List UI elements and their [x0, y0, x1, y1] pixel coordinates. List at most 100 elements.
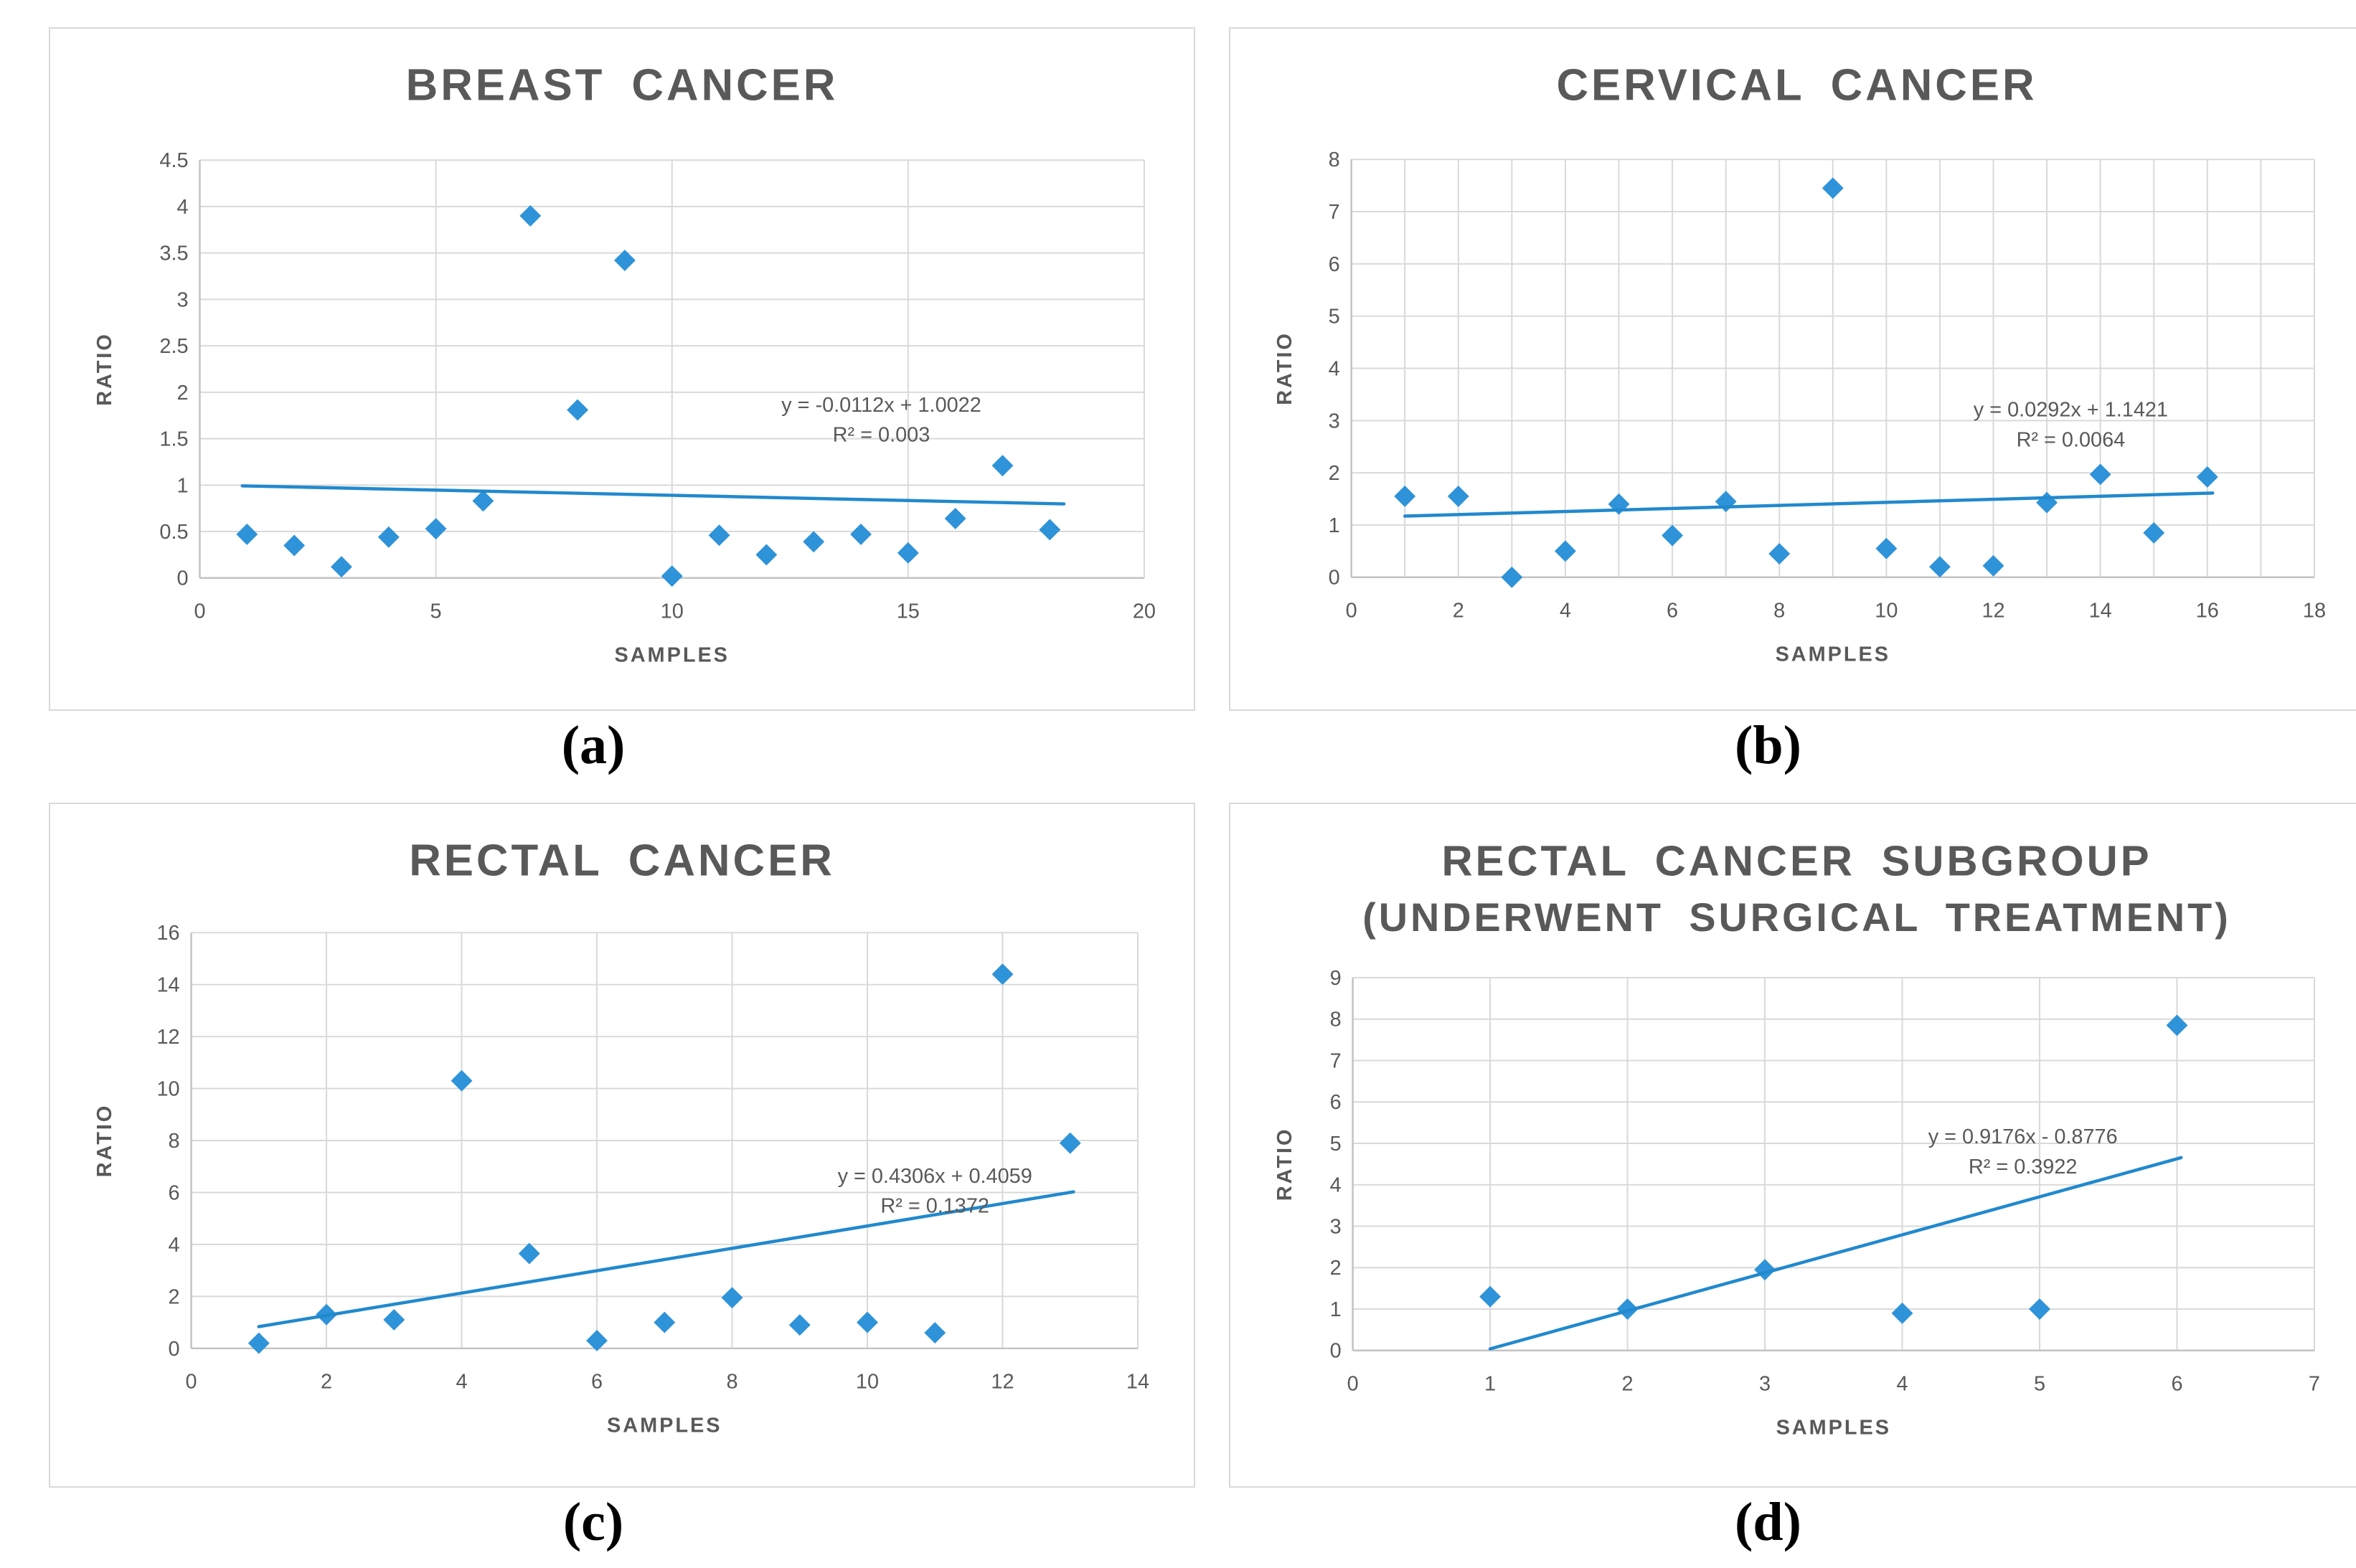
scatter-point — [2029, 1298, 2050, 1320]
y-tick-label: 0.5 — [159, 521, 188, 544]
trendline — [240, 484, 1066, 506]
scatter-point — [377, 526, 400, 548]
scatter-point — [2196, 466, 2218, 488]
y-tick-label: 8 — [169, 1130, 180, 1153]
scatter-point — [425, 518, 447, 540]
trendline-r-squared: R² = 0.0064 — [2017, 429, 2126, 452]
scatter-point — [1982, 554, 2004, 577]
x-tick-label: 0 — [194, 600, 205, 623]
chart-title: RECTAL CANCER SUBGROUP — [1441, 837, 2152, 885]
x-tick-label: 2 — [1453, 600, 1464, 623]
trendline-equation: y = 0.0292x + 1.1421 — [1974, 399, 2168, 422]
scatter-point — [567, 399, 588, 421]
trendline-equation: y = 0.4306x + 0.4059 — [838, 1165, 1032, 1188]
x-tick-label: 16 — [2196, 600, 2219, 623]
x-tick-label: 14 — [1126, 1371, 1149, 1394]
panel-rectal-cancer-subgroup: 0 1 2 3 4 5 6 7 0 1 2 3 4 5 6 7 8 9 RECTAL CANCER SUBGROUP… — [1229, 803, 2356, 1488]
y-axis-title: RATIO — [1273, 1128, 1296, 1201]
y-tick-label: 6 — [1330, 1091, 1342, 1114]
y-tick-label: 6 — [1329, 253, 1340, 276]
scatter-point — [1039, 519, 1061, 541]
y-tick-label: 0 — [169, 1338, 180, 1361]
scatter-point — [1059, 1132, 1081, 1154]
scatter-point — [654, 1311, 676, 1333]
x-tick-label: 0 — [1347, 1373, 1359, 1396]
scatter-point — [2143, 521, 2165, 544]
y-tick-label: 1 — [1329, 514, 1340, 537]
caption-c: (c) — [562, 1491, 624, 1552]
y-tick-label: 2 — [1330, 1257, 1342, 1280]
y-tick-label: 7 — [1330, 1049, 1342, 1072]
y-tick-label: 3 — [1329, 410, 1340, 433]
y-tick-label: 16 — [156, 922, 179, 945]
y-tick-label: 10 — [156, 1078, 179, 1101]
y-tick-label: 3 — [176, 288, 188, 311]
y-tick-label: 2 — [1329, 462, 1340, 485]
scatter-point — [1616, 1298, 1639, 1320]
scatter-point — [850, 523, 872, 545]
x-tick-label: 3 — [1759, 1373, 1771, 1396]
scatter-point — [991, 455, 1014, 477]
trendline — [257, 1190, 1075, 1328]
scatter-point — [924, 1322, 946, 1344]
y-tick-label: 2 — [169, 1285, 180, 1308]
y-tick-label: 4 — [176, 196, 188, 219]
y-tick-label: 3.5 — [159, 242, 188, 265]
scatter-point — [1447, 485, 1469, 507]
x-axis-title: SAMPLES — [607, 1414, 722, 1437]
scatter-point — [944, 507, 966, 529]
scatter-point — [2166, 1014, 2188, 1036]
y-tick-label: 0 — [1330, 1340, 1342, 1363]
x-tick-label: 5 — [430, 600, 442, 623]
x-tick-label: 14 — [2089, 600, 2112, 623]
chart-title: BREAST CANCER — [406, 61, 839, 110]
panel-cervical-cancer: 0 2 4 6 8 10 12 14 16 18 0 1 2 3 4 5 6 7 8 CERVICAL CANCER S… — [1229, 27, 2356, 711]
scatter-point — [1768, 543, 1791, 565]
scatter-point — [472, 490, 494, 512]
caption-b: (b) — [1735, 714, 1801, 775]
scatter-point — [803, 531, 825, 553]
y-axis-title: RATIO — [1273, 331, 1296, 405]
x-tick-label: 8 — [726, 1371, 738, 1394]
chart-title: (UNDERWENT SURGICAL TREATMENT) — [1362, 895, 2231, 940]
x-tick-label: 10 — [1875, 600, 1898, 623]
x-tick-label: 12 — [991, 1371, 1014, 1394]
breast-cancer-chart: 0 5 10 15 20 0 0.5 1 1.5 2 2.5 3 3.5 4 4.5 BREAST CANCE… — [93, 61, 1156, 667]
trendline-equation: y = -0.0112x + 1.0022 — [781, 394, 981, 417]
panel-breast-cancer: 0 5 10 15 20 0 0.5 1 1.5 2 2.5 3 3.5 4 4.5 BREAST CANCE… — [49, 27, 1195, 711]
x-tick-label: 10 — [661, 600, 684, 623]
scatter-point — [283, 534, 306, 557]
scatter-point — [1394, 485, 1416, 507]
trendline-equation: y = 0.9176x - 0.8776 — [1928, 1125, 2118, 1148]
scatter-point — [1662, 524, 1684, 547]
scatter-point — [248, 1332, 270, 1354]
scatter-point — [721, 1287, 743, 1309]
scatter-point — [518, 1242, 540, 1265]
y-tick-label: 4.5 — [159, 149, 188, 172]
x-tick-label: 1 — [1484, 1373, 1496, 1396]
x-tick-label: 6 — [591, 1371, 603, 1394]
x-tick-label: 12 — [1982, 600, 2004, 623]
x-axis-title: SAMPLES — [1776, 643, 1890, 666]
scatter-point — [788, 1314, 811, 1336]
x-tick-label: 4 — [1896, 1373, 1908, 1396]
trendline-r-squared: R² = 0.3922 — [1969, 1156, 2078, 1179]
scatter-point — [1479, 1285, 1502, 1308]
rectal-cancer-subgroup-chart: 0 1 2 3 4 5 6 7 0 1 2 3 4 5 6 7 8 9 RECTAL CANCER SUBGROUP… — [1273, 837, 2320, 1440]
y-tick-label: 4 — [1330, 1174, 1342, 1197]
scatter-point — [991, 963, 1014, 986]
x-tick-label: 4 — [1560, 600, 1571, 623]
caption-a: (a) — [561, 714, 626, 775]
x-tick-label: 2 — [1622, 1373, 1634, 1396]
y-tick-label: 1.5 — [159, 428, 188, 451]
scatter-point — [1715, 491, 1737, 513]
scatter-point — [519, 204, 542, 227]
scatter-point — [1929, 556, 1951, 578]
y-tick-label: 12 — [156, 1026, 179, 1049]
scatter-point — [1875, 537, 1898, 559]
y-tick-label: 1 — [176, 474, 188, 497]
y-tick-label: 5 — [1329, 306, 1340, 329]
scatter-point — [1822, 177, 1844, 199]
y-tick-label: 3 — [1330, 1215, 1342, 1238]
scatter-point — [331, 556, 352, 578]
